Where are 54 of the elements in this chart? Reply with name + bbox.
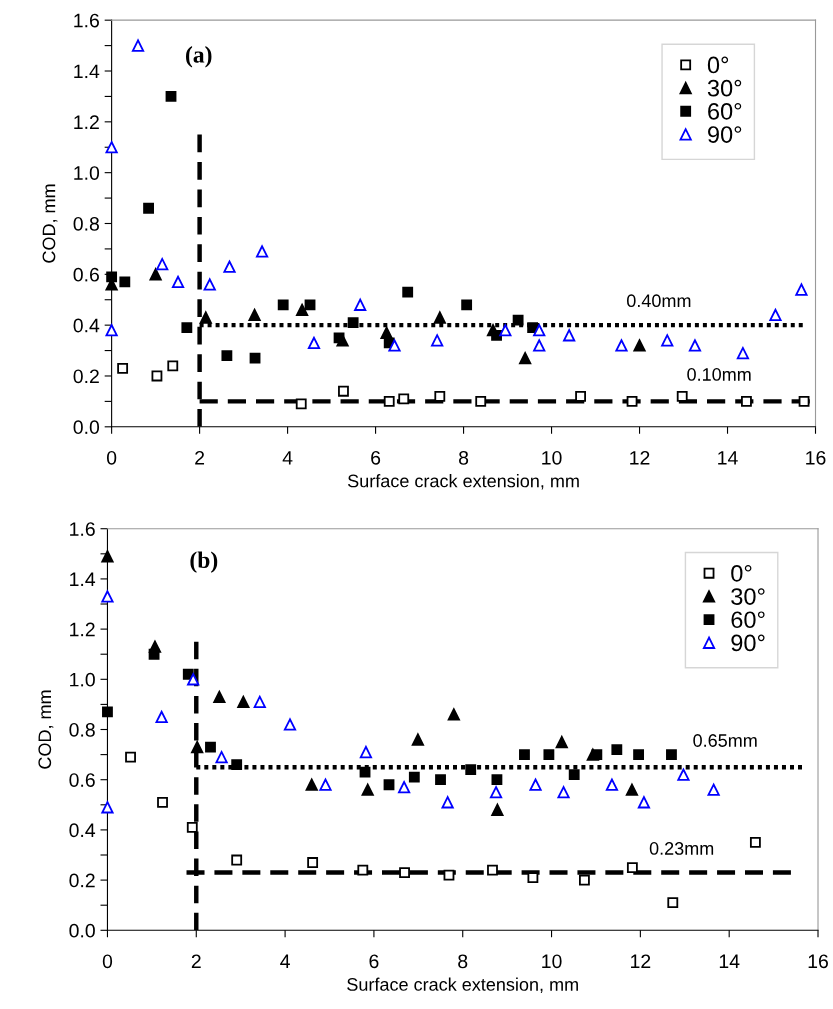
x-tick-label: 2	[195, 450, 205, 465]
x-tick-label: 16	[808, 954, 828, 969]
y-tick-label: 0.8	[69, 722, 95, 737]
x-tick-label: 12	[630, 450, 650, 465]
y-tick-label: 1.4	[70, 572, 96, 586]
x-tick-label: 12	[631, 954, 651, 968]
y-tick-label: 0.4	[73, 318, 100, 333]
legend-label: 0°	[707, 56, 729, 74]
y-axis-title: COD, mm	[38, 690, 54, 769]
annotation: (b)	[190, 551, 218, 573]
x-tick-label: 6	[369, 954, 379, 969]
y-tick-label: 1.2	[74, 115, 99, 129]
y-tick-label: 0.4	[69, 823, 96, 838]
x-tick-label: 8	[459, 450, 469, 465]
y-tick-label: 1.2	[70, 622, 95, 637]
y-tick-label: 1.0	[70, 672, 95, 687]
annotation: 0.23mm	[649, 842, 714, 855]
x-tick-label: 10	[542, 954, 562, 969]
y-tick-label: 0.0	[73, 420, 100, 435]
x-axis-title: Surface crack extension, mm	[347, 474, 579, 490]
legend-label: 30°	[731, 588, 765, 605]
legend-label: 60°	[731, 611, 765, 629]
y-tick-label: 0.6	[73, 267, 99, 282]
y-tick-label: 0.0	[69, 923, 95, 938]
legend-label: 90°	[708, 126, 742, 143]
annotation: 0.10mm	[687, 368, 751, 381]
y-tick-label: 0.2	[69, 873, 95, 888]
x-tick-label: 0	[102, 954, 113, 969]
legend-label: 30°	[707, 79, 742, 97]
x-tick-label: 6	[371, 450, 381, 465]
x-tick-label: 14	[719, 954, 740, 968]
x-tick-label: 14	[718, 451, 738, 465]
x-axis-title: Surface crack extension, mm	[347, 977, 578, 993]
y-tick-label: 1.0	[74, 166, 100, 180]
y-tick-label: 0.8	[73, 216, 99, 231]
x-tick-label: 4	[282, 451, 293, 465]
y-tick-label: 1.4	[74, 64, 100, 79]
legend-label: 0°	[731, 565, 752, 582]
y-axis-title: COD, mm	[42, 184, 58, 263]
x-tick-label: 10	[542, 450, 562, 465]
x-tick-label: 0	[106, 450, 117, 465]
y-tick-label: 0.6	[69, 773, 95, 787]
x-tick-label: 16	[806, 450, 826, 465]
y-tick-label: 1.6	[70, 522, 95, 536]
y-tick-label: 1.6	[74, 13, 99, 28]
annotation: 0.40mm	[626, 294, 691, 308]
legend-label: 90°	[731, 634, 765, 652]
legend-label: 60°	[708, 102, 742, 120]
x-tick-label: 2	[191, 954, 201, 968]
x-tick-label: 8	[458, 954, 468, 969]
annotation: (a)	[186, 46, 212, 68]
y-tick-label: 0.2	[73, 369, 99, 384]
x-tick-label: 4	[280, 954, 290, 968]
annotation: 0.65mm	[693, 734, 757, 747]
